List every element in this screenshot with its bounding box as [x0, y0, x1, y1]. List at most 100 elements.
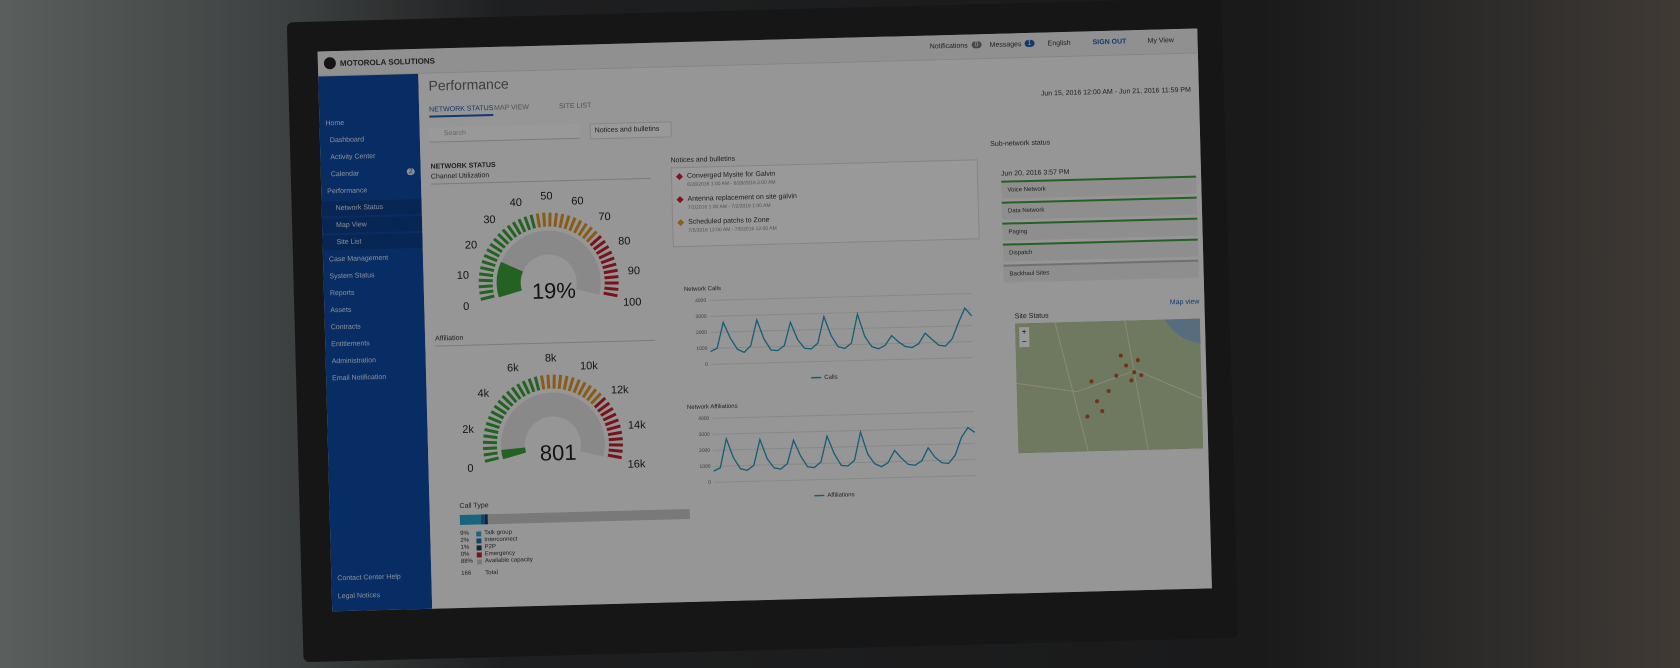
notifications[interactable]: Notifications: [929, 42, 968, 51]
nav-item[interactable]: Site List: [322, 232, 423, 251]
map-roads: [1016, 320, 1203, 452]
gauge-track: [500, 392, 605, 460]
nav-item[interactable]: Activity Center: [320, 148, 420, 166]
gauge-tick-label: 12k: [611, 384, 630, 396]
gauge-segment: [581, 384, 592, 399]
nav-item[interactable]: System Status: [323, 267, 423, 285]
gauge-segment: [604, 275, 619, 280]
call-type-value: 2%: [460, 537, 470, 544]
map-view-link[interactable]: Map view: [1169, 298, 1200, 307]
date-range[interactable]: Jun 15, 2016 12:00 AM - Jun 21, 2016 11:…: [1040, 86, 1191, 98]
nav-item[interactable]: Calendar 2: [321, 165, 421, 183]
gauge-segment: [542, 212, 547, 227]
nav-label: Calendar: [330, 170, 360, 179]
my-view[interactable]: My View: [1147, 37, 1174, 45]
gauge-title: Channel Utilization: [430, 172, 490, 181]
filter-dropdown[interactable]: Notices and bulletins: [589, 121, 672, 140]
subnetwork-label: Voice Network: [1007, 186, 1046, 194]
gauge-segment: [487, 415, 502, 425]
call-type-name: Talk group: [484, 529, 512, 537]
nav-label: Legal Notices: [337, 592, 381, 601]
nav-label: Email Notification: [332, 373, 387, 383]
gauge-tick-label: 80: [618, 235, 631, 247]
nav-item[interactable]: Legal Notices: [332, 587, 432, 605]
nav-item[interactable]: Reports: [324, 284, 424, 302]
legend-swatch: [476, 552, 482, 558]
zoom-in[interactable]: +: [1022, 327, 1027, 336]
gauge-segment: [585, 230, 598, 243]
nav-item[interactable]: Assets: [324, 301, 424, 319]
site-map: + −: [1014, 318, 1204, 454]
nav-item[interactable]: Home: [319, 114, 419, 132]
legend-label: Calls: [824, 375, 837, 381]
messages[interactable]: Messages: [989, 41, 1022, 49]
line: [710, 306, 973, 354]
gauge-segment: [497, 232, 510, 245]
nav-label: Home: [325, 119, 345, 128]
subnetwork-item[interactable]: Paging: [1002, 217, 1198, 241]
nav-item[interactable]: Network Status: [321, 198, 422, 217]
brand: MOTOROLA SOLUTIONS: [339, 56, 436, 68]
call-type-name: Interconnect: [484, 536, 518, 544]
gauge-tick-label: 4k: [477, 388, 489, 400]
gauge-segment: [535, 213, 542, 228]
tab[interactable]: NETWORK STATUS: [429, 104, 494, 118]
search-box[interactable]: Search: [429, 123, 580, 143]
gauge-segment: [572, 379, 581, 394]
gauge-segment: [603, 268, 618, 275]
gauge-tick-label: 10k: [580, 360, 599, 372]
subnetwork-item[interactable]: Voice Network: [1001, 175, 1197, 199]
nav-item[interactable]: Map View: [321, 215, 423, 234]
nav-item[interactable]: Contracts: [325, 318, 425, 336]
gauge-segment: [483, 434, 498, 440]
subnetwork-label: Paging: [1008, 229, 1028, 236]
gauge-segment: [562, 375, 569, 390]
gauge-segment: [597, 401, 611, 413]
language[interactable]: English: [1047, 39, 1071, 48]
gauge-segment: [483, 451, 498, 457]
gauge-segment: [606, 424, 621, 432]
nav-item[interactable]: Entitlements: [325, 335, 425, 353]
gauge-segment: [516, 383, 526, 397]
y-tick-label: 2000: [696, 330, 707, 336]
tab[interactable]: MAP VIEW: [494, 104, 530, 112]
gauge-segment: [479, 266, 495, 273]
gauge-segment: [478, 284, 493, 289]
nav-item[interactable]: Administration: [325, 352, 425, 370]
nav-label: Contracts: [330, 323, 361, 332]
subnetwork-item[interactable]: Dispatch: [1002, 238, 1199, 262]
gauge-segment: [480, 294, 495, 301]
nav-item[interactable]: Case Management: [323, 250, 423, 268]
map-lake: [1164, 318, 1201, 344]
gauge-segment: [501, 228, 514, 242]
gauge-tick-label: 50: [540, 190, 553, 202]
subnetwork-item[interactable]: Data Network: [1001, 196, 1198, 220]
gauge-tick-label: 20: [465, 239, 478, 251]
map-land: [1014, 318, 1204, 454]
notices-title: Notices and bulletins: [670, 155, 736, 165]
nav-item[interactable]: Contact Center Help: [331, 569, 431, 587]
zoom-out[interactable]: −: [1022, 337, 1027, 346]
nav-label: Dashboard: [329, 136, 365, 145]
gauge-tick-label: 2k: [462, 424, 474, 436]
messages-count: 1: [1024, 39, 1035, 48]
subnetwork-item[interactable]: Backhaul Sites: [1003, 259, 1199, 283]
gauge-segment: [603, 291, 618, 298]
gauge-segment: [484, 456, 499, 463]
gauge-segment: [485, 421, 501, 429]
nav-label: Assets: [330, 306, 352, 315]
nav-label: Entitlements: [331, 340, 370, 349]
sign-out[interactable]: SIGN OUT: [1092, 38, 1127, 47]
gauge-tick-label: 40: [509, 197, 522, 209]
tab[interactable]: SITE LIST: [558, 102, 592, 111]
logo: [323, 57, 337, 70]
filter-label: Notices and bulletins: [594, 125, 660, 135]
nav-item[interactable]: Email Notification: [326, 369, 426, 387]
sidebar: Home Dashboard Activity Center Calendar 2 Per…: [318, 73, 433, 612]
nav-label: Administration: [331, 357, 377, 366]
nav-item[interactable]: Performance: [321, 182, 421, 200]
nav-item[interactable]: Dashboard: [320, 131, 420, 149]
subnetwork-label: Backhaul Sites: [1009, 270, 1050, 278]
nav-label: Site List: [336, 238, 362, 247]
section-title: NETWORK STATUS: [430, 161, 496, 171]
